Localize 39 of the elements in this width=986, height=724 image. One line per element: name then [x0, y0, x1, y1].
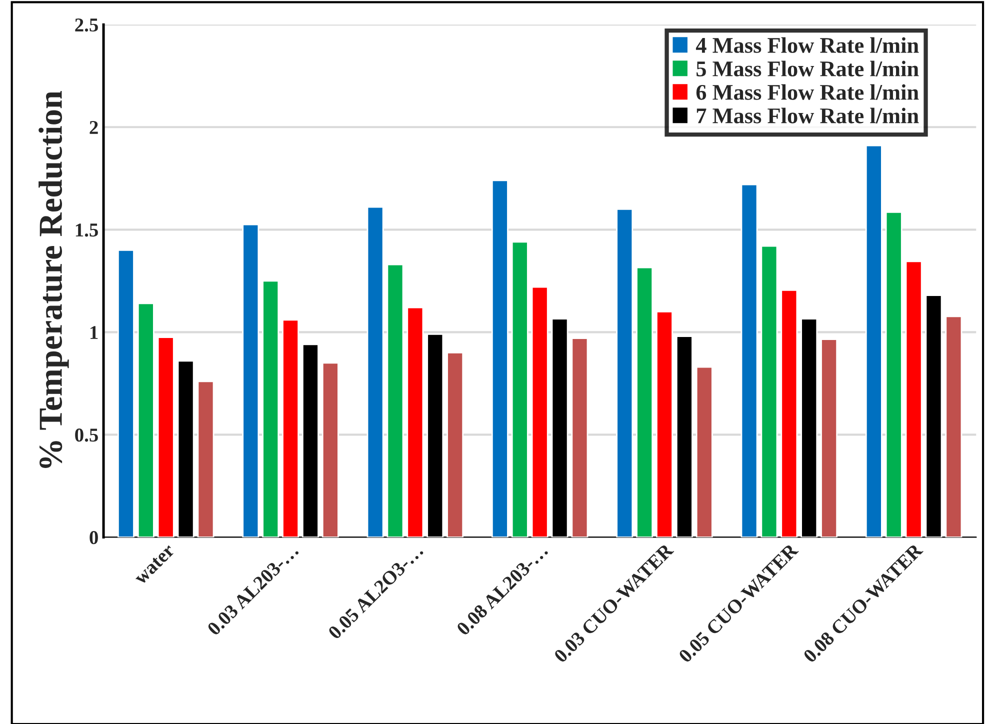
bar — [511, 241, 528, 538]
bar — [885, 212, 902, 538]
bar — [571, 338, 588, 538]
bar — [137, 302, 154, 538]
bar — [945, 316, 962, 538]
bar — [446, 352, 464, 538]
bar — [491, 180, 508, 538]
y-tick-label: 2.5 — [75, 18, 98, 32]
bar — [197, 380, 214, 538]
bar — [616, 208, 634, 538]
bar — [865, 144, 882, 538]
bar — [531, 286, 548, 538]
bar — [262, 280, 280, 538]
bar — [820, 338, 838, 538]
bar — [760, 245, 778, 538]
y-tick-label: 1.5 — [76, 224, 98, 237]
legend-label: 5 Mass Flow Rate l/min — [696, 60, 919, 76]
bar — [282, 319, 299, 538]
y-tick-label: 2 — [90, 121, 98, 134]
bar — [366, 206, 384, 538]
legend-label: 4 Mass Flow Rate l/min — [696, 37, 919, 53]
bar — [905, 260, 922, 538]
bar — [386, 264, 404, 538]
bar — [656, 310, 673, 538]
bar — [117, 249, 134, 538]
y-tick-label: 0 — [90, 531, 98, 544]
bar — [740, 184, 758, 538]
bar — [696, 366, 713, 538]
legend-label: 7 Mass Flow Rate l/min — [696, 108, 919, 124]
bar — [406, 306, 424, 538]
y-axis-title: % Temperature Reduction — [38, 90, 69, 468]
bar — [322, 362, 339, 538]
y-tick-label: 1 — [90, 326, 98, 339]
legend-label: 6 Mass Flow Rate l/min — [696, 84, 919, 100]
bar — [242, 224, 260, 538]
y-tick-label: 0.5 — [75, 428, 98, 442]
bar — [780, 289, 798, 538]
bar — [157, 336, 174, 538]
bar — [636, 266, 654, 538]
